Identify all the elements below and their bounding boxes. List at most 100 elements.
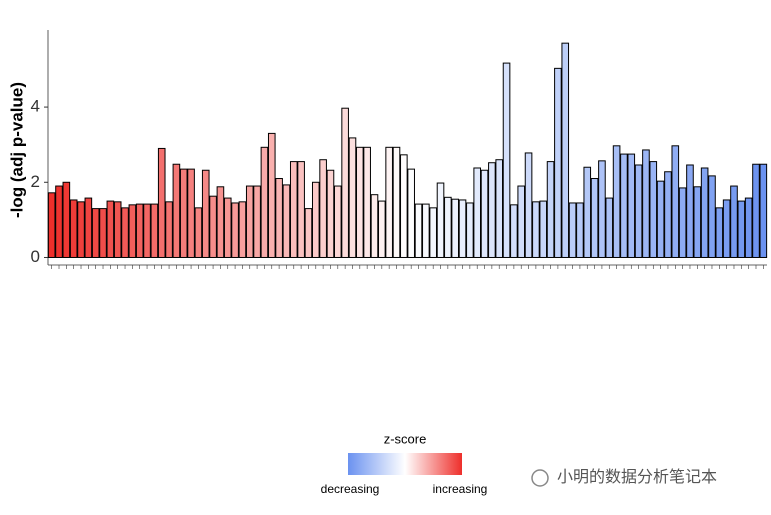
bar [341, 107, 349, 258]
bar [179, 168, 188, 258]
bar [84, 197, 93, 258]
bar [128, 204, 137, 258]
bar [407, 168, 415, 258]
bar [238, 201, 247, 258]
legend-high-label: increasing [433, 482, 488, 496]
bar [370, 194, 379, 258]
bar [422, 203, 430, 258]
legend-title: z-score [384, 431, 427, 446]
bar [546, 161, 555, 258]
bar [223, 197, 232, 258]
y-tick-label: 0 [31, 247, 40, 266]
bar [69, 199, 78, 258]
bar [700, 167, 709, 258]
bar [414, 203, 423, 258]
bar [722, 199, 731, 258]
watermark: 小明的数据分析笔记本 [557, 468, 717, 486]
bar [113, 201, 122, 258]
bar [627, 153, 636, 258]
bar [121, 207, 129, 258]
bar [363, 146, 371, 258]
bar [356, 146, 364, 258]
bar [598, 160, 606, 258]
bar [172, 163, 181, 258]
bar [157, 147, 166, 258]
bar [605, 197, 614, 258]
bar [245, 185, 254, 258]
bar [561, 42, 570, 258]
bar [297, 161, 305, 258]
bar [510, 204, 518, 258]
bar [400, 154, 408, 258]
y-tick-label: 2 [31, 172, 40, 191]
bar [77, 201, 85, 258]
bar [583, 166, 592, 258]
bar [502, 62, 511, 258]
bar [326, 169, 335, 258]
bar [194, 207, 203, 258]
bar [517, 185, 526, 258]
bar [165, 201, 173, 258]
bar [730, 185, 738, 258]
bar [106, 200, 115, 258]
bar [488, 162, 496, 258]
bar [187, 168, 195, 258]
watermark-icon [531, 469, 549, 487]
bar [693, 186, 702, 258]
bar [267, 132, 276, 258]
bar [319, 159, 327, 258]
y-tick-label: 4 [31, 97, 40, 116]
y-axis-label: -log (adj p-value) [7, 82, 26, 218]
bar [664, 171, 672, 258]
bar [282, 184, 291, 258]
bar [55, 185, 63, 258]
bar [289, 161, 298, 258]
bar [671, 145, 680, 258]
bar [201, 169, 210, 258]
bar [429, 207, 437, 258]
bar [99, 208, 107, 258]
bar [576, 202, 584, 258]
bar [253, 185, 261, 258]
bar [744, 197, 753, 258]
bar [260, 146, 269, 258]
bar [473, 167, 482, 258]
bar [333, 185, 342, 258]
bar [737, 200, 746, 258]
bar [524, 152, 533, 258]
bar [275, 178, 283, 258]
bar [590, 178, 599, 258]
bar [135, 203, 144, 258]
bar [62, 181, 71, 258]
bar [231, 202, 239, 258]
bar [649, 161, 658, 258]
bar [47, 192, 56, 258]
bar [752, 163, 760, 258]
bar [678, 187, 687, 258]
bar [304, 208, 313, 258]
bar [554, 67, 562, 258]
legend-low-label: decreasing [321, 482, 380, 496]
bar [466, 202, 474, 258]
bar [634, 164, 643, 258]
bar [568, 202, 577, 258]
bar [311, 181, 320, 258]
bar [620, 153, 628, 258]
bar [759, 163, 768, 258]
bar [539, 200, 548, 258]
bar [444, 196, 452, 258]
legend-gradient [348, 453, 462, 475]
bar [150, 203, 159, 258]
bar [143, 203, 151, 258]
bar [209, 195, 217, 258]
bar [686, 164, 694, 258]
bar [458, 199, 467, 258]
bar [612, 145, 621, 258]
bar [642, 149, 650, 258]
bar [385, 146, 393, 258]
bar [91, 208, 100, 258]
bar [708, 175, 716, 258]
bar [495, 159, 504, 258]
bar [656, 180, 665, 258]
